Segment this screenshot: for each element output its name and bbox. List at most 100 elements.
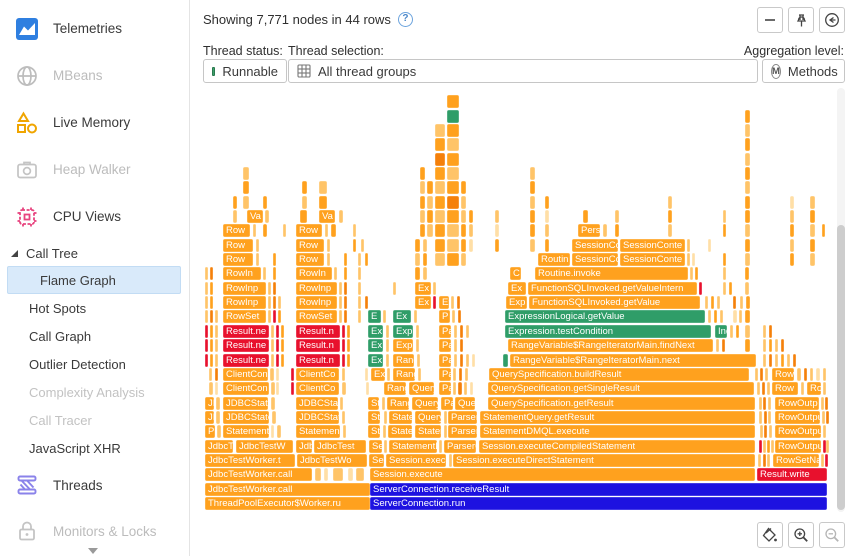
flame-bar-sliver[interactable] (334, 267, 337, 281)
flame-bar-sliver[interactable] (769, 324, 772, 338)
flame-bar-sliver[interactable] (435, 210, 445, 223)
flame-bar-sliver[interactable] (319, 181, 327, 195)
flame-bar[interactable]: QuerySpecification.buildResult (489, 367, 749, 381)
flame-bar[interactable]: Row (296, 224, 322, 238)
flame-bar-sliver[interactable] (767, 453, 770, 467)
flame-bar-sliver[interactable] (365, 253, 368, 267)
sidebar-item-monitors-locks[interactable]: Monitors & Locks (0, 508, 189, 554)
tree-expand-icon[interactable] (11, 249, 18, 257)
flame-bar-sliver[interactable] (469, 238, 473, 252)
flame-bar-sliver[interactable] (460, 324, 463, 338)
flame-bar-sliver[interactable] (810, 253, 815, 267)
flame-bar-sliver[interactable] (356, 468, 364, 482)
flame-bar[interactable]: JD (205, 396, 214, 410)
flame-bar-sliver[interactable] (339, 281, 342, 295)
flame-bar-sliver[interactable] (384, 410, 387, 424)
flame-bar-sliver[interactable] (271, 324, 274, 338)
flame-bar-sliver[interactable] (416, 339, 419, 353)
flame-bar[interactable]: Result.n (296, 324, 340, 338)
flame-bar-sliver[interactable] (668, 224, 672, 238)
flame-bar-sliver[interactable] (291, 382, 294, 396)
flame-bar-sliver[interactable] (433, 281, 436, 295)
flame-bar-sliver[interactable] (271, 382, 275, 396)
flame-bar-sliver[interactable] (444, 425, 447, 439)
minus-button[interactable] (757, 7, 783, 33)
flame-bar-sliver[interactable] (276, 324, 279, 338)
flame-bar-sliver[interactable] (745, 253, 750, 267)
flame-bar-sliver[interactable] (763, 353, 766, 367)
flame-bar-sliver[interactable] (530, 238, 535, 252)
flame-bar-sliver[interactable] (503, 353, 508, 367)
flame-bar-sliver[interactable] (705, 296, 708, 310)
flame-bar-sliver[interactable] (447, 109, 459, 123)
flame-bar[interactable]: C (510, 267, 521, 281)
flame-bar-sliver[interactable] (273, 267, 276, 281)
flame-bar[interactable]: Exp (506, 296, 527, 310)
sidebar-item-call-tree[interactable]: Call Tree (0, 240, 189, 266)
flame-bar-sliver[interactable] (769, 425, 772, 439)
flame-bar-sliver[interactable] (271, 339, 274, 353)
flame-bar-sliver[interactable] (268, 310, 271, 324)
flame-bar-sliver[interactable] (393, 281, 396, 295)
flame-bar[interactable]: JdbcTestWorker.call (205, 468, 312, 482)
flame-bar[interactable]: Ex (508, 281, 526, 295)
flame-bar[interactable]: RowInp (223, 281, 266, 295)
flame-bar-sliver[interactable] (344, 253, 347, 267)
flame-bar-sliver[interactable] (327, 238, 330, 252)
flame-bar-sliver[interactable] (730, 324, 733, 338)
sidebar-item-flame-graph[interactable]: Flame Graph (7, 266, 181, 294)
thread-status-select[interactable]: Runnable (203, 59, 287, 83)
flame-bar-sliver[interactable] (687, 253, 690, 267)
flame-bar-sliver[interactable] (415, 253, 420, 267)
help-icon[interactable]: ? (397, 12, 413, 27)
flame-bar-sliver[interactable] (716, 339, 719, 353)
flame-bar-sliver[interactable] (210, 353, 213, 367)
flame-bar-sliver[interactable] (435, 166, 445, 180)
flame-bar[interactable]: St (368, 410, 380, 424)
flame-bar-sliver[interactable] (271, 425, 274, 439)
flame-bar-sliver[interactable] (447, 224, 459, 238)
flame-bar-sliver[interactable] (302, 195, 307, 209)
flame-bar-sliver[interactable] (545, 224, 549, 238)
flame-bar[interactable]: JDBCStat (296, 410, 339, 424)
flame-bar-sliver[interactable] (414, 310, 417, 324)
flame-bar-sliver[interactable] (265, 210, 269, 223)
flame-bar-sliver[interactable] (530, 181, 535, 195)
flame-bar-sliver[interactable] (420, 166, 425, 180)
flame-bar-sliver[interactable] (447, 95, 459, 109)
flame-bar-sliver[interactable] (740, 296, 743, 310)
flame-bar[interactable]: ClientCo (296, 367, 339, 381)
flame-bar-sliver[interactable] (452, 310, 455, 324)
flame-bar-sliver[interactable] (216, 396, 220, 410)
flame-bar[interactable]: Row (772, 367, 794, 381)
flame-bar-sliver[interactable] (273, 281, 276, 295)
flame-bar-sliver[interactable] (344, 281, 347, 295)
flame-bar-sliver[interactable] (745, 267, 749, 281)
flame-bar-sliver[interactable] (418, 367, 421, 381)
flame-bar[interactable]: Se (369, 453, 384, 467)
flame-bar-sliver[interactable] (386, 324, 389, 338)
flame-bar-sliver[interactable] (427, 181, 433, 195)
flame-bar-sliver[interactable] (209, 382, 213, 396)
flame-bar-sliver[interactable] (469, 210, 473, 223)
flame-bar-sliver[interactable] (763, 339, 766, 353)
flame-bar[interactable]: Va (319, 210, 335, 223)
flame-bar-sliver[interactable] (272, 410, 276, 424)
flame-bar-sliver[interactable] (205, 353, 208, 367)
flame-bar-sliver[interactable] (767, 439, 770, 453)
flame-bar-sliver[interactable] (821, 396, 824, 410)
flame-bar-sliver[interactable] (755, 367, 758, 381)
flame-bar[interactable]: Session.execute (370, 468, 755, 482)
flame-bar-sliver[interactable] (210, 281, 213, 295)
flame-bar-sliver[interactable] (460, 353, 463, 367)
flame-bar[interactable]: Que (455, 396, 475, 410)
flame-bar-sliver[interactable] (384, 439, 387, 453)
flame-bar-sliver[interactable] (435, 224, 445, 238)
flame-bar-sliver[interactable] (454, 339, 457, 353)
flame-bar-sliver[interactable] (733, 310, 737, 324)
flame-bar-sliver[interactable] (464, 382, 467, 396)
flame-bar-sliver[interactable] (435, 195, 445, 209)
flame-bar-sliver[interactable] (342, 410, 345, 424)
flame-bar-sliver[interactable] (216, 410, 220, 424)
flame-bar-sliver[interactable] (331, 224, 336, 238)
